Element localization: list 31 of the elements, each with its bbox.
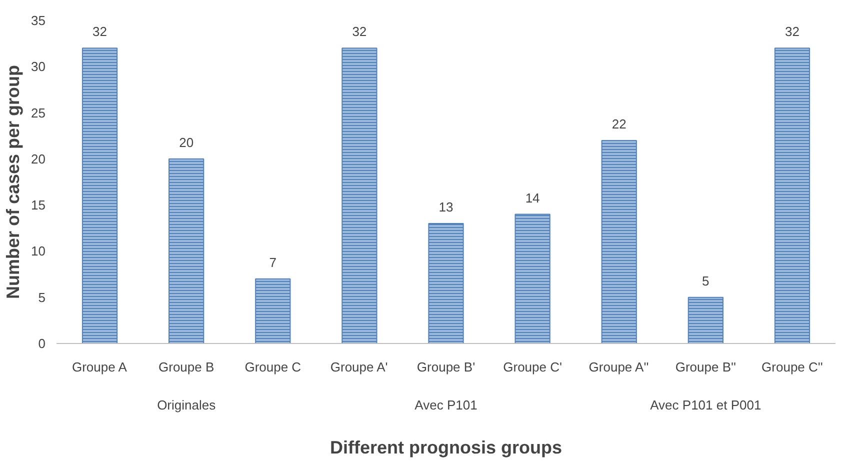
y-tick-label: 15 xyxy=(31,198,46,213)
x-tick-label: Groupe B xyxy=(158,360,214,374)
x-tick-label: Groupe A' xyxy=(330,360,388,374)
y-tick-label: 30 xyxy=(31,59,46,74)
x-tick-label: Groupe A'' xyxy=(588,360,649,374)
x-tick-label: Groupe B' xyxy=(416,360,476,374)
data-label: 32 xyxy=(352,24,367,40)
x-tick-label: Groupe A xyxy=(72,360,128,374)
x-tick-label: Groupe C' xyxy=(503,360,562,374)
data-label: 5 xyxy=(702,273,710,288)
data-label: 22 xyxy=(612,116,626,132)
x-tick-label: Groupe B'' xyxy=(675,360,736,374)
y-axis-title: Number of cases per group xyxy=(3,64,24,300)
data-label: 20 xyxy=(179,134,194,150)
data-label: 7 xyxy=(269,254,277,270)
y-tick-label: 35 xyxy=(31,13,46,28)
x-axis-title: Different prognosis groups xyxy=(330,438,562,458)
text: Avec P101 xyxy=(414,398,478,412)
text: Avec P101 et P001 xyxy=(650,398,762,412)
x-tick-label: Groupe C'' xyxy=(762,360,823,374)
data-label: 32 xyxy=(92,24,108,40)
x-tick-label: Groupe C xyxy=(244,360,302,374)
data-label: 32 xyxy=(784,24,800,40)
y-tick-label: 25 xyxy=(31,105,46,120)
y-tick-label: 5 xyxy=(38,290,46,305)
y-tick-label: 20 xyxy=(31,151,46,166)
y-tick-label: 0 xyxy=(38,336,46,351)
y-tick-label: 10 xyxy=(31,244,46,259)
text: Originales xyxy=(157,398,216,412)
data-label: 13 xyxy=(438,200,454,215)
data-label: 14 xyxy=(525,190,540,206)
